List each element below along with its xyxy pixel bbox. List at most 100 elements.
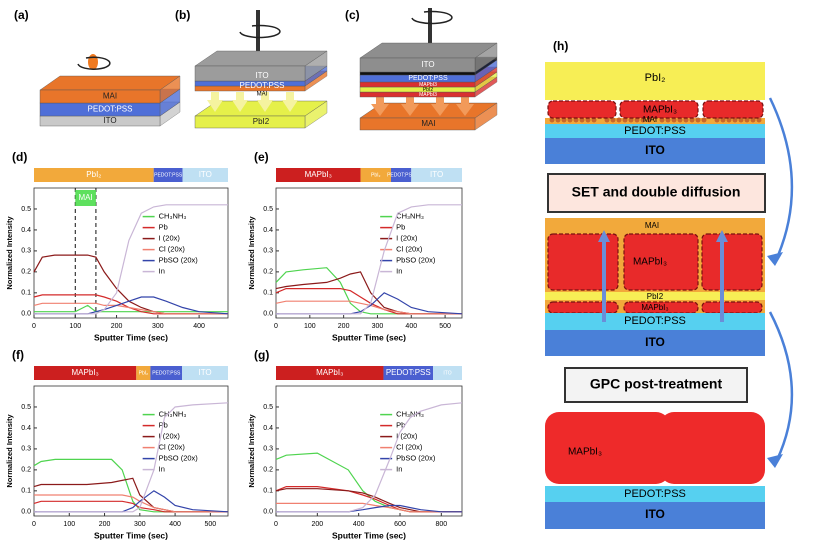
layer-label: PEDOT:PSS (240, 81, 285, 90)
layer (547, 100, 617, 119)
layer-front (39, 89, 161, 104)
y-tick-label: 0.1 (263, 488, 273, 495)
legend-label: I (20x) (159, 234, 181, 243)
diffusion-arrow (431, 97, 449, 116)
x-tick-label: 0 (274, 521, 278, 528)
y-tick-label: 0.2 (21, 467, 31, 474)
layer-front (194, 115, 306, 129)
y-tick-label: 0.1 (21, 290, 31, 297)
y-tick-label: 0.2 (263, 467, 273, 474)
layer-label: MAPbI3 (419, 82, 437, 88)
layer-band-label: PEDOT:PSS (386, 368, 431, 377)
x-axis-label: Sputter Time (sec) (332, 530, 406, 540)
x-tick-label: 400 (169, 521, 181, 528)
grain (591, 117, 597, 123)
y-tick-label: 0.4 (21, 425, 31, 432)
y-tick-label: 0.5 (21, 206, 31, 213)
diffusion-arrow (456, 97, 474, 116)
layer-front (359, 57, 476, 73)
y-tick-label: 0.5 (21, 404, 31, 411)
legend-label: PbSO (20x) (396, 454, 436, 463)
x-tick-label: 400 (353, 521, 365, 528)
layer (545, 502, 765, 529)
layer-band-label: MAPbI₃ (72, 368, 99, 377)
y-tick-label: 0.0 (263, 509, 273, 516)
y-tick-label: 0.2 (263, 269, 273, 276)
layer-label: PEDOT:PSS (624, 315, 686, 327)
layer-front (359, 91, 476, 98)
layer (545, 292, 765, 300)
grain (549, 117, 555, 123)
diagrams: ITOPEDOT:PSSMAIPbI2ITOPEDOT:PSSMAIMAIITO… (39, 42, 794, 529)
x-tick-label: 200 (111, 323, 123, 330)
diffusion-arrow (257, 92, 273, 112)
layer-label: GPC post-treatment (590, 376, 723, 392)
layer-front (359, 81, 476, 88)
grain (695, 117, 701, 123)
grain (665, 117, 671, 123)
layer-label: MAPbI3 (419, 92, 437, 98)
legend-label: Cl (20x) (396, 443, 423, 452)
y-axis-label: Normalized Intensity (247, 414, 256, 488)
legend-label: Pb (159, 223, 168, 232)
legend-label: PbSO (20x) (159, 256, 199, 265)
layer-band (182, 366, 228, 380)
panel-label: (c) (345, 8, 360, 22)
grain (756, 117, 762, 123)
chart: (e) MAPbI₃ PbI₂ PEDOT:PSS ITO 0.0 0.1 0.2 0.3 0.4… (247, 150, 463, 342)
series-line (34, 494, 228, 513)
diffusion-arrow (207, 92, 223, 112)
series-line (34, 402, 229, 513)
layer-band-label: PbI₂ (139, 370, 149, 376)
panel-label: (e) (254, 150, 269, 164)
layer (619, 100, 699, 119)
arrow-head (767, 454, 783, 468)
layer-label: PEDOT:PSS (88, 105, 133, 114)
diffusion-arrow (232, 92, 248, 112)
chart: (g) MAPbI₃ PEDOT:PSS ITO 0.0 0.1 0.2 0.3 0.4 0.5 0… (247, 348, 463, 540)
annotation-box (75, 190, 96, 206)
series-line (276, 402, 463, 513)
arrow-head (716, 230, 728, 242)
panel-label: (d) (12, 150, 27, 164)
grain (604, 117, 610, 123)
layer-band-label: PbI₂ (86, 170, 101, 179)
plot-frame (275, 187, 463, 319)
grain (683, 117, 689, 123)
series-line (276, 204, 462, 315)
y-tick-label: 0.3 (263, 446, 273, 453)
rotation-arrow (77, 56, 111, 70)
y-axis-label: Normalized Intensity (5, 414, 14, 488)
x-tick-label: 400 (193, 323, 205, 330)
layer (702, 100, 764, 119)
grain (732, 117, 738, 123)
layer-label: MAPbI₃ (641, 303, 668, 312)
layer-label: MAI (421, 119, 435, 128)
layer (545, 62, 765, 100)
layer-band (136, 366, 151, 380)
layer (701, 301, 763, 314)
layer-label: MAI (645, 221, 659, 230)
layer-band-label: ITO (199, 170, 212, 179)
legend-label: Cl (20x) (159, 245, 186, 254)
legend-label: PbSO (20x) (159, 454, 199, 463)
y-tick-label: 0.4 (263, 227, 273, 234)
x-tick-label: 0 (274, 323, 278, 330)
series-line (34, 204, 228, 315)
layer-band-label: PEDOT:PSS (154, 172, 183, 178)
grain (677, 117, 683, 123)
y-tick-label: 0.0 (263, 311, 273, 318)
y-tick-label: 0.1 (21, 488, 31, 495)
layer-band (433, 366, 462, 380)
x-tick-label: 0 (32, 521, 36, 528)
series-line (275, 300, 462, 315)
arrow-head (598, 230, 610, 242)
panel-label: (h) (553, 39, 568, 53)
legend-label: I (20x) (159, 432, 181, 441)
grain (701, 117, 707, 123)
layer-band (153, 168, 183, 182)
layer (623, 301, 699, 314)
x-tick-label: 400 (405, 323, 417, 330)
legend-label: PbSO (20x) (396, 256, 436, 265)
droplet (88, 54, 98, 70)
